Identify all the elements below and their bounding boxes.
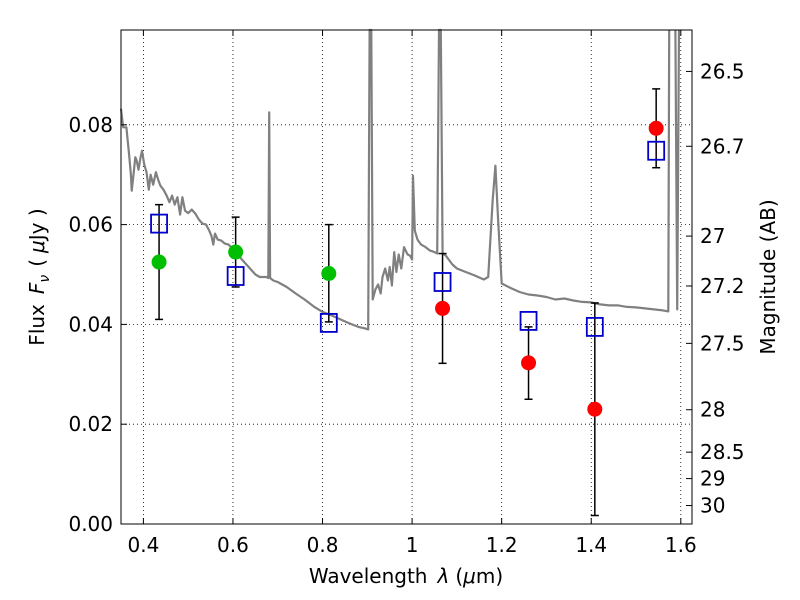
x-tick-label: 1 <box>406 533 419 557</box>
right-axis-label: Magnitude (AB) <box>756 199 780 354</box>
plot-frame <box>120 29 693 525</box>
x-tick-label: 1.2 <box>486 533 518 557</box>
x-axis-label: Wavelength λ (μm) <box>309 564 503 588</box>
model-spectrum-line <box>119 28 671 331</box>
model-spectrum-edge <box>674 29 681 311</box>
data-point <box>435 300 451 316</box>
y-tick-label: 0.02 <box>68 412 113 436</box>
model-magnitude-square <box>647 140 666 161</box>
x-tick-label: 0.6 <box>217 533 249 557</box>
model-magnitude-square <box>319 313 338 333</box>
y-axis-label: FluxFν(μJy ) <box>25 208 53 345</box>
right-tick-label: 29 <box>700 467 725 491</box>
y-tick-label: 0.00 <box>68 512 113 536</box>
model-magnitude-square <box>150 213 168 234</box>
axis-ticks: 0.4 0.6 0.8 1 1.2 1.4 1.6 0.00 0.02 0.04 0.06 0.08 2… <box>68 30 745 557</box>
data-point <box>648 120 664 136</box>
right-tick-label: 30 <box>700 494 725 518</box>
right-tick-label: 27.5 <box>700 331 745 355</box>
data-point <box>228 244 244 260</box>
data-point <box>587 401 603 417</box>
y-tick-label: 0.04 <box>68 312 113 336</box>
right-tick-label: 26.5 <box>700 59 745 83</box>
data-point <box>151 254 167 270</box>
x-tick-label: 0.8 <box>307 533 339 557</box>
model-magnitude-square <box>433 272 452 292</box>
data-point <box>321 266 337 282</box>
model-spectrum-layer <box>119 28 681 331</box>
data-point <box>521 355 537 371</box>
right-tick-label: 27 <box>700 224 725 248</box>
model-magnitude-square <box>585 316 604 337</box>
right-tick-label: 28.5 <box>700 440 745 464</box>
model-magnitude-square <box>226 266 245 286</box>
x-tick-label: 0.4 <box>127 533 159 557</box>
x-tick-label: 1.6 <box>665 533 697 557</box>
right-tick-label: 26.7 <box>700 134 745 158</box>
right-tick-label: 28 <box>700 398 725 422</box>
y-tick-label: 0.08 <box>68 113 113 137</box>
right-tick-label: 27.2 <box>700 274 745 298</box>
y-tick-label: 0.06 <box>68 213 113 237</box>
data-markers <box>150 120 666 417</box>
x-tick-label: 1.4 <box>575 533 607 557</box>
model-magnitude-square <box>519 311 538 331</box>
